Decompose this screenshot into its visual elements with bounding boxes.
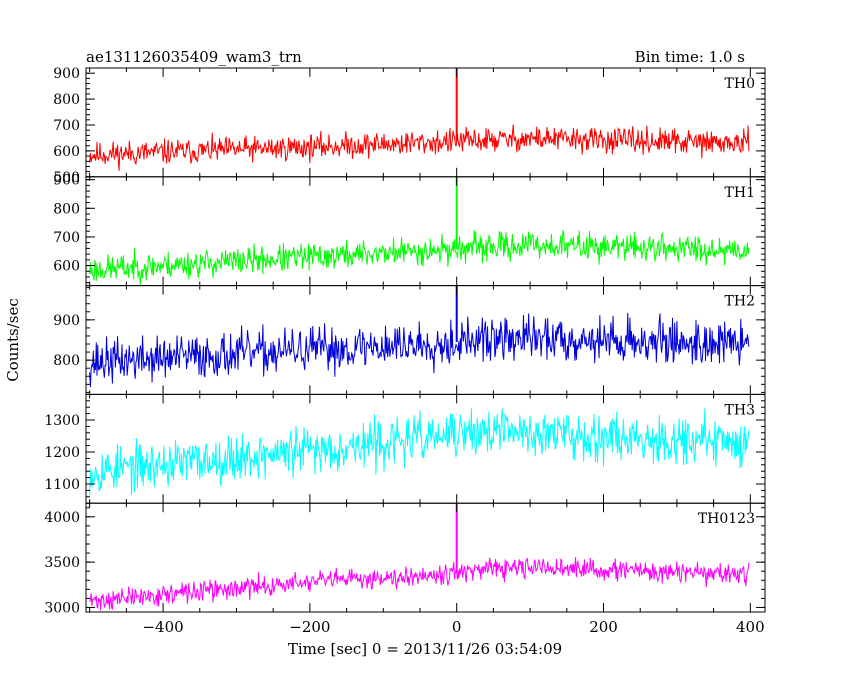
y-tick-label: 600 [53, 259, 80, 275]
y-tick-label: 700 [53, 230, 80, 246]
y-tick-label: 600 [53, 144, 80, 160]
panel-label-th2: TH2 [725, 294, 755, 310]
y-tick-label: 900 [53, 66, 80, 82]
panel-label-th3: TH3 [725, 402, 755, 418]
panel-label-th0: TH0 [725, 76, 755, 92]
panel-frame [85, 393, 766, 504]
series-line-th2 [89, 312, 750, 387]
panel-frame [85, 502, 766, 613]
x-tick-label: −200 [289, 618, 330, 636]
x-tick-label: 0 [452, 618, 462, 636]
y-tick-label: 3500 [44, 555, 80, 571]
panel-th0: TH0 500 600 700 800 900 [53, 66, 766, 186]
bin-time-label: Bin time: 1.0 s [635, 48, 745, 66]
panel-label-th0123: TH0123 [698, 511, 755, 527]
x-axis-label: Time [sec] 0 = 2013/11/26 03:54:09 [288, 640, 562, 658]
y-axis-label: Counts/sec [4, 298, 22, 382]
y-tick-label: 800 [53, 201, 80, 217]
panel-th3: TH3 1100 1200 1300 [44, 393, 766, 504]
panel-th1: TH1 600 700 800 900 [53, 173, 766, 287]
y-tick-label: 800 [53, 353, 80, 369]
series-line-th3 [89, 408, 750, 496]
panel-label-th1: TH1 [725, 185, 755, 201]
panels-group: TH0 500 600 700 800 900 TH1 600 700 800 900 TH2 800 9… [44, 66, 766, 616]
panel-frame [85, 176, 766, 287]
y-tick-label: 1100 [44, 477, 80, 493]
y-tick-label: 700 [53, 118, 80, 134]
series-line-th0123 [89, 557, 750, 611]
y-tick-label: 500 [53, 170, 80, 186]
panel-frame [85, 67, 766, 178]
series-line-th1 [89, 230, 750, 285]
y-tick-label: 4000 [44, 510, 80, 526]
x-tick-labels: −400 −200 0 200 400 [142, 618, 764, 636]
chart-title: ae131126035409_wam3_trn [86, 48, 302, 66]
x-tick-label: 400 [736, 618, 765, 636]
y-tick-label: 900 [53, 313, 80, 329]
y-tick-label: 800 [53, 92, 80, 108]
y-tick-label: 1200 [44, 445, 80, 461]
series-line-th0 [89, 124, 750, 171]
panel-th2: TH2 800 900 [53, 285, 766, 395]
panel-th0123: TH0123 3000 3500 4000 [44, 502, 766, 616]
panel-frame [85, 285, 766, 395]
x-tick-label: 200 [589, 618, 618, 636]
y-tick-label: 3000 [44, 600, 80, 616]
y-tick-label: 900 [53, 173, 80, 189]
x-tick-label: −400 [142, 618, 183, 636]
y-tick-label: 1300 [44, 413, 80, 429]
